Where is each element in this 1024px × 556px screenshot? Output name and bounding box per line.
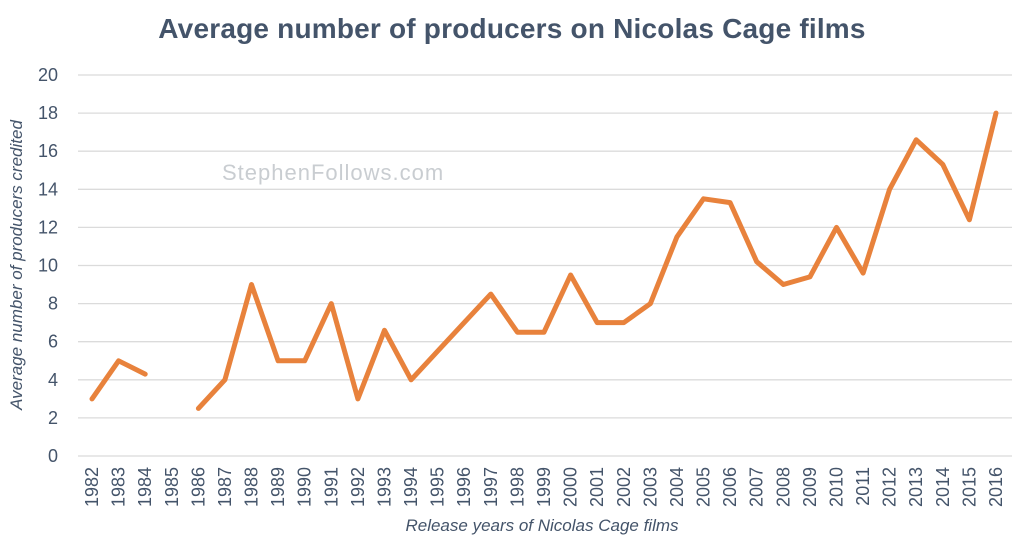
x-tick-label: 2003 [640,467,660,507]
y-tick-label: 20 [38,65,58,85]
y-tick-label: 8 [48,294,58,314]
data-series [89,110,999,411]
y-tick-label: 16 [38,141,58,161]
x-tick-label: 1995 [428,467,448,507]
x-tick-label: 1986 [188,467,208,507]
x-tick-label: 2010 [826,467,846,507]
y-axis-title: Average number of producers credited [7,120,26,411]
x-tick-label: 2006 [720,467,740,507]
x-tick-label: 2004 [667,467,687,507]
x-tick-label: 1989 [268,467,288,507]
y-tick-label: 12 [38,217,58,237]
x-tick-label: 1996 [454,467,474,507]
x-axis-tick-labels: 1982 1983 1984 1985 1986 1987 1988 1989 1990 1991… [82,467,1006,507]
x-tick-label: 2000 [561,467,581,507]
x-tick-label: 1987 [215,467,235,507]
chart-title: Average number of producers on Nicolas C… [158,13,866,44]
x-tick-label: 2005 [694,467,714,507]
x-tick-label: 2008 [773,467,793,507]
x-tick-label: 1983 [109,467,129,507]
x-tick-label: 1993 [374,467,394,507]
watermark: StephenFollows.com [222,160,444,185]
data-line [195,110,999,411]
x-tick-label: 2009 [800,467,820,507]
x-tick-label: 2011 [853,467,873,506]
y-axis-tick-labels: 0 2 4 6 8 10 12 14 16 18 20 [38,65,58,466]
x-tick-label: 2015 [959,467,979,507]
y-tick-label: 0 [48,446,58,466]
x-tick-label: 1999 [534,467,554,507]
y-tick-label: 14 [38,179,58,199]
x-tick-label: 2002 [614,467,634,507]
x-tick-label: 1992 [348,467,368,507]
gridlines [78,74,1012,457]
x-tick-label: 1982 [82,467,102,507]
x-tick-label: 1997 [481,467,501,507]
x-tick-label: 2016 [986,467,1006,507]
x-tick-label: 1994 [401,467,421,507]
x-tick-label: 2007 [747,467,767,507]
x-tick-label: 2001 [587,467,607,507]
x-tick-label: 1998 [507,467,527,507]
x-tick-label: 2013 [906,467,926,507]
x-tick-label: 1990 [295,467,315,507]
y-tick-label: 10 [38,256,58,276]
y-tick-label: 4 [48,370,58,390]
data-line [89,358,148,402]
x-tick-label: 1991 [321,467,341,507]
y-tick-label: 2 [48,408,58,428]
x-tick-label: 1988 [242,467,262,507]
x-tick-label: 2014 [933,467,953,507]
x-axis-title: Release years of Nicolas Cage films [405,516,679,535]
x-tick-label: 2012 [880,467,900,507]
x-tick-label: 1984 [135,467,155,507]
y-tick-label: 18 [38,103,58,123]
x-tick-label: 1985 [162,467,182,507]
y-tick-label: 6 [48,332,58,352]
